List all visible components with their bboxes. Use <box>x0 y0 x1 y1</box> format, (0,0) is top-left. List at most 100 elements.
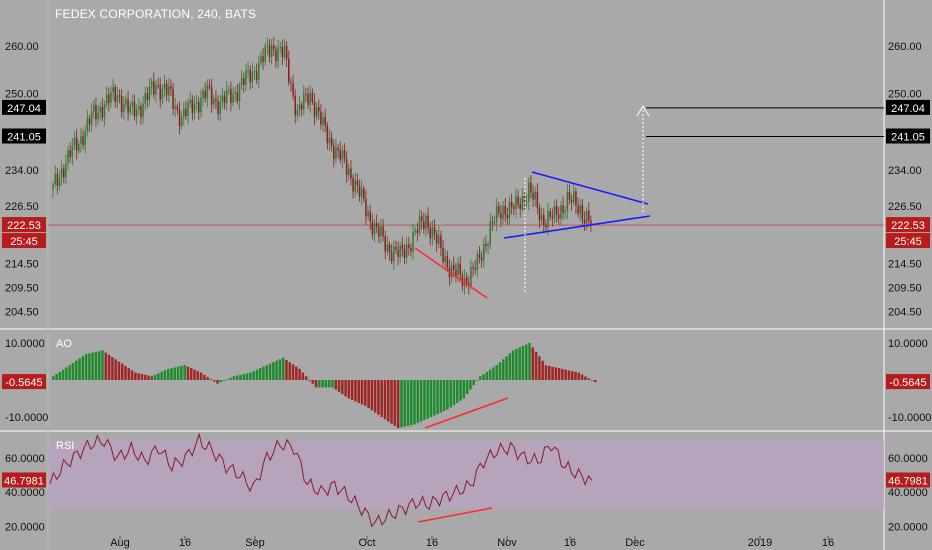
ao-bar <box>308 380 311 381</box>
rsi-tick-left: 60.0000 <box>5 453 45 465</box>
rsi-tick-left: 20.0000 <box>5 522 45 534</box>
candle-body <box>485 243 487 247</box>
ao-bar <box>272 362 275 380</box>
candle-body <box>97 112 99 120</box>
candle-body <box>459 263 461 275</box>
candle-body <box>185 108 187 116</box>
ao-bar <box>120 363 124 380</box>
ao-bar <box>65 367 68 380</box>
ao-bar <box>275 360 278 380</box>
candle-body <box>513 206 515 210</box>
ao-bar <box>498 362 502 380</box>
ao-bar <box>163 370 167 380</box>
ao-bar <box>571 371 574 380</box>
candle-body <box>555 205 558 215</box>
candle-body <box>435 234 438 244</box>
ao-bar <box>465 380 469 395</box>
ao-bar <box>130 370 134 380</box>
ao-bar <box>318 380 321 388</box>
ao-bar <box>357 380 360 403</box>
candle-body <box>358 185 361 197</box>
rsi-value-left-bg <box>2 472 46 488</box>
candle-body <box>86 118 89 132</box>
ao-bar <box>193 369 196 380</box>
candle-body <box>504 205 506 215</box>
ao-bar <box>403 380 406 427</box>
candle-body <box>240 78 243 85</box>
candle-body <box>73 137 76 146</box>
ao-bar <box>157 373 160 380</box>
ao-bar <box>442 380 446 412</box>
price-tick-left: 204.50 <box>5 306 39 318</box>
ao-bar <box>81 356 85 380</box>
ao-bar <box>61 369 65 380</box>
ao-bar <box>114 359 117 380</box>
candle-body <box>408 244 410 248</box>
ao-bar <box>107 354 111 380</box>
candle-body <box>277 48 279 62</box>
target-level-left: 241.05 <box>7 132 41 144</box>
candle-body <box>478 254 481 258</box>
candle-body <box>71 145 74 157</box>
candle-body <box>354 180 356 192</box>
candle-body <box>330 137 333 146</box>
ao-bar <box>419 380 423 422</box>
ao-bar <box>71 362 75 380</box>
candle-body <box>547 211 549 228</box>
price-tick-left: 260.00 <box>5 41 39 53</box>
candle-body <box>429 227 431 239</box>
candle-body <box>101 106 104 118</box>
candle-body <box>223 95 226 104</box>
ao-bar <box>183 365 186 380</box>
ao-bar <box>104 352 108 380</box>
candle-body <box>161 88 164 100</box>
candle-body <box>217 100 219 114</box>
current-price-left: 222.53 <box>7 220 41 232</box>
countdown-left-bg <box>2 233 46 249</box>
ao-bar <box>206 377 209 380</box>
target-level-right-bg <box>886 128 930 144</box>
price-tick-left: 250.00 <box>5 89 39 101</box>
ao-bar <box>298 368 301 380</box>
rsi-divergence-line <box>417 507 493 523</box>
rsi-pane-label: RSI <box>56 440 75 452</box>
candle-body <box>420 216 423 222</box>
ao-bar <box>479 376 482 380</box>
candle-body <box>337 147 339 150</box>
candle-body <box>75 137 78 151</box>
candle-body <box>305 93 307 95</box>
candle-body <box>320 111 322 125</box>
candle-body <box>123 104 125 113</box>
candle-body <box>54 173 56 185</box>
ao-bar <box>324 380 328 388</box>
ao-bar <box>91 352 94 380</box>
ao-bar <box>426 380 429 419</box>
candle-body <box>133 101 136 117</box>
candle-body <box>140 105 142 117</box>
candle-body <box>255 71 258 80</box>
ao-bar <box>334 380 337 390</box>
candle-body <box>253 71 256 73</box>
candle-body <box>230 89 232 103</box>
candle-body <box>373 223 376 235</box>
candle-body <box>208 85 211 88</box>
candle-body <box>174 106 176 109</box>
price-tick-left: 214.50 <box>5 258 39 270</box>
current-price-right-bg <box>886 217 930 233</box>
rsi-line <box>49 432 593 528</box>
ao-bar <box>567 370 571 380</box>
candle-body <box>313 101 316 117</box>
candle-body <box>58 177 61 186</box>
candle-body <box>566 191 569 212</box>
ao-bar <box>433 380 436 416</box>
ao-bar <box>127 368 131 380</box>
candle-body <box>300 104 303 110</box>
candle-body <box>558 214 560 219</box>
candle-body <box>538 207 541 221</box>
candle-body <box>324 117 326 126</box>
ao-bar <box>245 373 249 380</box>
candle-body <box>515 196 517 210</box>
candle-body <box>219 101 221 114</box>
candle-body <box>307 94 309 105</box>
